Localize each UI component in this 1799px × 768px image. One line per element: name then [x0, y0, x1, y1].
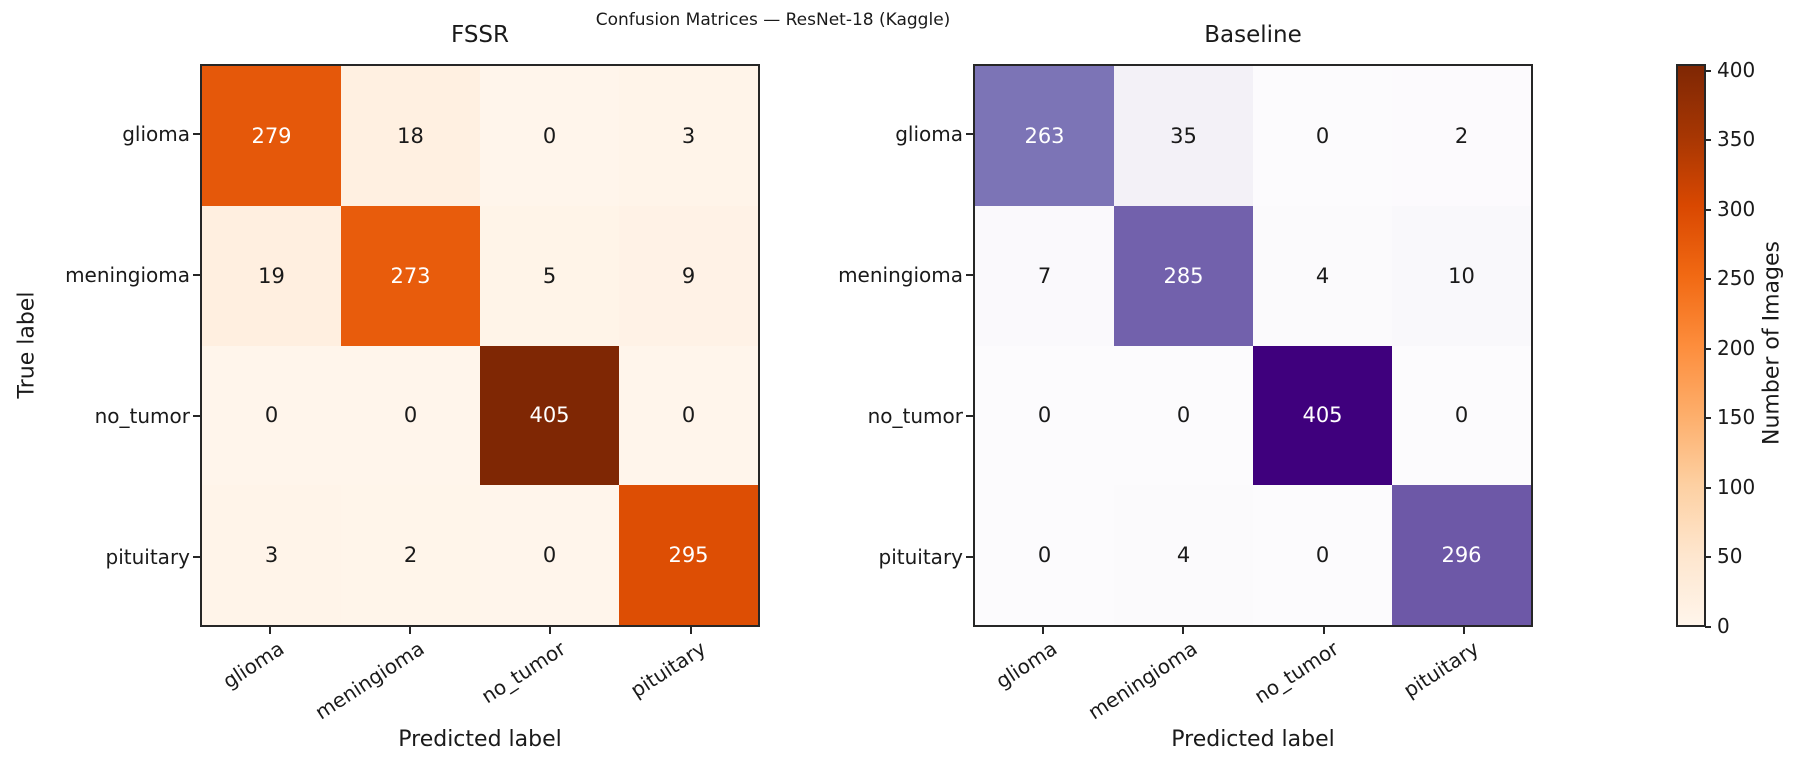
x-tick-mark — [690, 627, 692, 634]
y-tick-mark — [193, 415, 200, 417]
baseline-ytick-meningioma: meningioma — [838, 263, 963, 287]
fssr-cell-r2c1: 0 — [341, 345, 480, 486]
y-tick-mark — [966, 274, 973, 276]
colorbar-tick-300: 300 — [1717, 197, 1756, 221]
fssr-ytick-glioma: glioma — [122, 122, 190, 146]
colorbar-tick-mark — [1705, 139, 1711, 141]
x-tick-mark — [1182, 627, 1184, 634]
fssr-title: FSSR — [450, 22, 510, 48]
fssr-cell-r0c0: 279 — [202, 66, 341, 206]
fssr-cell-r3c0: 3 — [202, 485, 341, 625]
baseline-cell-r3c0: 0 — [975, 485, 1114, 625]
y-tick-mark — [966, 556, 973, 558]
colorbar-tick-350: 350 — [1717, 127, 1756, 151]
x-tick-mark — [549, 627, 551, 634]
y-tick-mark — [193, 556, 200, 558]
baseline-cell-r2c1: 0 — [1114, 345, 1253, 486]
baseline-cell-r1c0: 7 — [975, 205, 1114, 346]
y-tick-mark — [193, 133, 200, 135]
fssr-ytick-no_tumor: no_tumor — [94, 404, 190, 428]
baseline-cell-r0c3: 2 — [1392, 66, 1531, 206]
baseline-ytick-no_tumor: no_tumor — [867, 404, 963, 428]
baseline-cell-r1c2: 4 — [1253, 205, 1392, 346]
x-tick-mark — [1323, 627, 1325, 634]
fssr-cell-r1c1: 273 — [341, 205, 480, 346]
colorbar-tick-mark — [1705, 278, 1711, 280]
fssr-cell-r2c3: 0 — [619, 345, 758, 486]
colorbar-tick-50: 50 — [1717, 544, 1743, 568]
x-tick-mark — [1463, 627, 1465, 634]
colorbar — [1676, 64, 1706, 627]
baseline-cell-r1c3: 10 — [1392, 205, 1531, 346]
baseline-cell-r2c0: 0 — [975, 345, 1114, 486]
fssr-ytick-pituitary: pituitary — [105, 545, 190, 569]
baseline-cell-r3c1: 4 — [1114, 485, 1253, 625]
fssr-xtick-pituitary: pituitary — [625, 636, 710, 703]
colorbar-tick-200: 200 — [1717, 336, 1756, 360]
baseline-cell-r2c3: 0 — [1392, 345, 1531, 486]
baseline-cell-r0c1: 35 — [1114, 66, 1253, 206]
fssr-xaxis-label: Predicted label — [398, 727, 562, 752]
baseline-xtick-glioma: glioma — [991, 636, 1062, 694]
colorbar-tick-150: 150 — [1717, 405, 1756, 429]
fssr-cell-r2c0: 0 — [202, 345, 341, 486]
baseline-cell-r0c2: 0 — [1253, 66, 1392, 206]
colorbar-tick-mark — [1705, 70, 1711, 72]
fssr-cell-r0c3: 3 — [619, 66, 758, 206]
fssr-cell-r2c2: 405 — [480, 345, 619, 486]
baseline-cell-r3c2: 0 — [1253, 485, 1392, 625]
fssr-xtick-glioma: glioma — [218, 636, 289, 694]
colorbar-tick-mark — [1705, 626, 1711, 628]
baseline-xaxis-label: Predicted label — [1171, 727, 1335, 752]
baseline-xtick-pituitary: pituitary — [1398, 636, 1483, 703]
fssr-cell-r1c2: 5 — [480, 205, 619, 346]
colorbar-tick-mark — [1705, 348, 1711, 350]
fssr-cell-r1c3: 9 — [619, 205, 758, 346]
baseline-ytick-pituitary: pituitary — [878, 545, 963, 569]
fssr-cell-r0c1: 18 — [341, 66, 480, 206]
fssr-xtick-no_tumor: no_tumor — [476, 636, 570, 709]
baseline-xtick-no_tumor: no_tumor — [1249, 636, 1343, 709]
x-tick-mark — [1042, 627, 1044, 634]
colorbar-tick-0: 0 — [1717, 614, 1730, 638]
colorbar-axis-label: Number of Images — [1759, 241, 1785, 445]
fssr-cell-r3c3: 295 — [619, 485, 758, 625]
fssr-cell-r3c1: 2 — [341, 485, 480, 625]
baseline-title: Baseline — [1204, 22, 1302, 48]
colorbar-tick-mark — [1705, 556, 1711, 558]
baseline-xtick-meningioma: meningioma — [1083, 636, 1202, 725]
baseline-cell-r2c2: 405 — [1253, 345, 1392, 486]
fssr-cell-r3c2: 0 — [480, 485, 619, 625]
baseline-cell-r1c1: 285 — [1114, 205, 1253, 346]
colorbar-tick-400: 400 — [1717, 58, 1756, 82]
x-tick-mark — [269, 627, 271, 634]
baseline-heatmap: 263 35 0 2 7 285 4 10 0 0 405 0 0 4 0 29… — [973, 64, 1533, 627]
colorbar-tick-250: 250 — [1717, 266, 1756, 290]
fssr-xtick-meningioma: meningioma — [310, 636, 429, 725]
fssr-cell-r0c2: 0 — [480, 66, 619, 206]
fssr-cell-r1c0: 19 — [202, 205, 341, 346]
x-tick-mark — [409, 627, 411, 634]
y-tick-mark — [193, 274, 200, 276]
baseline-ytick-glioma: glioma — [895, 122, 963, 146]
y-tick-mark — [966, 133, 973, 135]
fssr-heatmap: 279 18 0 3 19 273 5 9 0 0 405 0 3 2 0 29… — [200, 64, 760, 627]
fssr-ytick-meningioma: meningioma — [65, 263, 190, 287]
baseline-cell-r0c0: 263 — [975, 66, 1114, 206]
colorbar-tick-mark — [1705, 487, 1711, 489]
figure-title: Confusion Matrices — ResNet-18 (Kaggle) — [595, 10, 951, 30]
colorbar-tick-mark — [1705, 209, 1711, 211]
colorbar-gradient — [1678, 66, 1704, 625]
colorbar-tick-mark — [1705, 417, 1711, 419]
baseline-cell-r3c3: 296 — [1392, 485, 1531, 625]
colorbar-tick-100: 100 — [1717, 475, 1756, 499]
y-tick-mark — [966, 415, 973, 417]
true-label-axis-label: True label — [14, 291, 40, 399]
